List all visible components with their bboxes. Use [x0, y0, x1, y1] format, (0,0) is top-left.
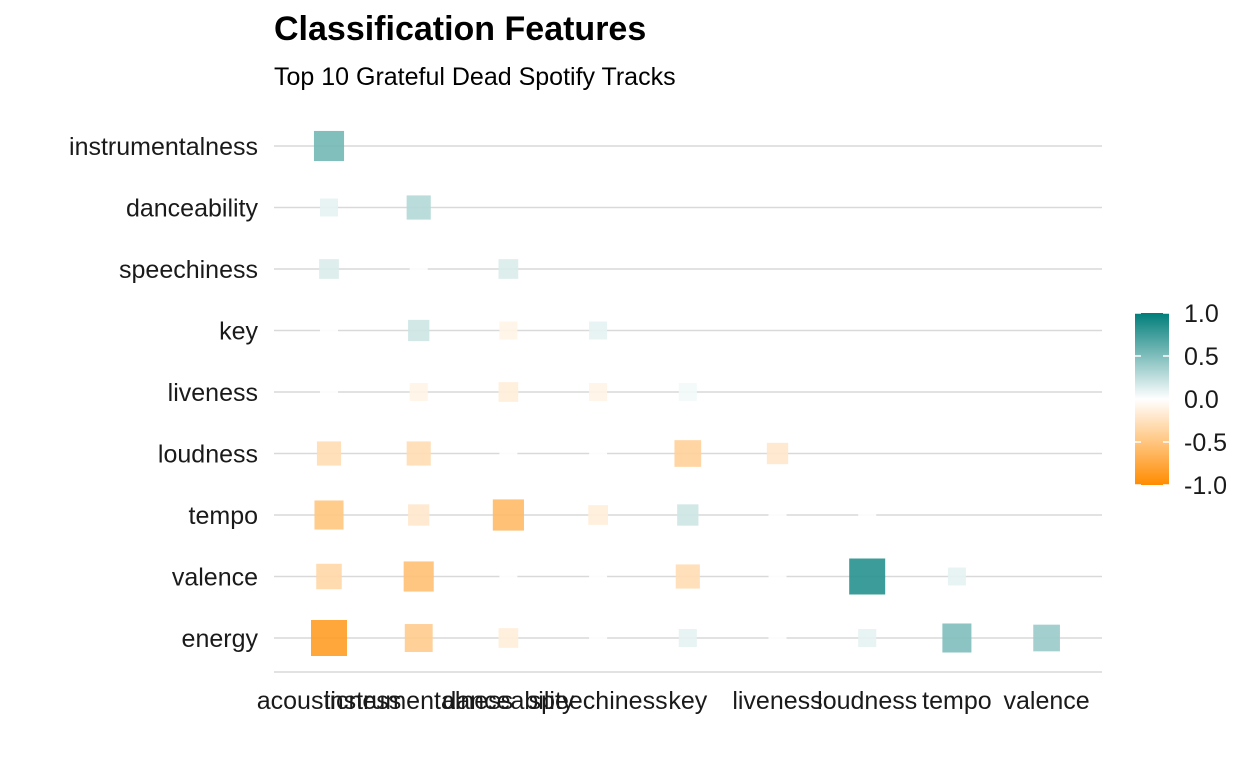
y-tick-label: valence	[172, 564, 258, 592]
y-axis-ticks: instrumentalness danceability speechiness k…	[69, 133, 258, 653]
heatmap-cell	[589, 444, 608, 463]
heatmap-cell	[677, 504, 699, 526]
heatmap-cell	[858, 506, 877, 524]
legend-label: 0.0	[1184, 386, 1219, 414]
legend-label: -0.5	[1184, 429, 1227, 457]
heatmap-cell	[499, 567, 518, 586]
x-tick-label: valence	[1004, 687, 1090, 715]
x-tick-label: key	[668, 687, 707, 715]
x-tick-label: tempo	[922, 687, 991, 715]
legend-label: 1.0	[1184, 300, 1219, 328]
heatmap-cell	[316, 441, 342, 466]
heatmap-cell	[498, 259, 519, 279]
x-tick-label: danceability	[442, 687, 575, 715]
heatmap-cell	[768, 567, 787, 586]
heatmap-cell	[678, 383, 697, 401]
heatmap-cell	[942, 623, 972, 653]
heatmap-cell	[409, 260, 428, 278]
heatmap-cell	[316, 563, 342, 590]
heatmap-cell	[768, 506, 787, 524]
y-tick-label: key	[219, 318, 258, 346]
heatmap-cell	[406, 195, 431, 220]
heatmap-cell	[319, 259, 339, 279]
y-tick-label: tempo	[189, 502, 258, 530]
heatmap-cell	[766, 442, 789, 465]
heatmap-cell	[674, 440, 702, 467]
heatmap-cell	[498, 382, 519, 402]
heatmap-cell	[589, 629, 608, 647]
y-tick-label: danceability	[126, 195, 259, 223]
heatmap-cell	[320, 198, 338, 217]
heatmap-cell	[408, 504, 430, 526]
heatmap-cell	[588, 505, 608, 525]
heatmap-cell	[849, 558, 886, 595]
x-tick-label: liveness	[732, 687, 822, 715]
chart-title: Classification Features	[274, 10, 647, 48]
y-tick-label: loudness	[158, 441, 258, 469]
x-axis-ticks: acousticnessinstrumentalnessdanceability…	[257, 687, 1090, 715]
heatmap-cell	[498, 628, 519, 648]
heatmap-cell	[406, 441, 431, 466]
heatmap-cell	[768, 629, 787, 647]
heatmap-cell	[1033, 624, 1060, 652]
heatmap-cell	[499, 321, 518, 340]
heatmap-cell	[408, 319, 430, 342]
heatmap-cell	[858, 629, 877, 647]
heatmap-cell	[311, 620, 347, 656]
x-tick-label: acousticness	[257, 687, 402, 715]
heatmap-cell	[320, 321, 338, 340]
heatmap-cell	[404, 624, 433, 652]
legend-label: 0.5	[1184, 343, 1219, 371]
heatmap-cell	[589, 567, 608, 586]
legend-label: -1.0	[1184, 472, 1227, 500]
heatmap-cell	[589, 321, 608, 340]
chart-subtitle: Top 10 Grateful Dead Spotify Tracks	[274, 63, 676, 91]
heatmap-cell	[314, 500, 344, 530]
grid-lines	[274, 145, 1102, 673]
y-tick-label: speechiness	[119, 256, 258, 284]
heatmap-cell	[313, 130, 345, 162]
heatmap-cell	[409, 383, 428, 401]
heatmap-cell	[320, 383, 338, 401]
heatmap-cell	[678, 629, 697, 647]
heatmap-cell	[499, 444, 518, 463]
y-tick-label: energy	[182, 625, 259, 653]
y-tick-label: liveness	[168, 379, 258, 407]
x-tick-label: speechiness	[529, 687, 668, 715]
color-legend: 1.0 0.5 0.0 -0.5 -1.0	[1135, 300, 1227, 500]
heatmap-cell	[947, 567, 966, 586]
heatmap-cell	[403, 561, 434, 592]
heatmap-cell	[589, 383, 608, 401]
x-tick-label: instrumentalness	[324, 687, 513, 715]
x-tick-label: loudness	[817, 687, 917, 715]
heatmap-cell	[675, 564, 700, 589]
heatmap-cells	[311, 130, 1060, 656]
y-tick-label: instrumentalness	[69, 133, 258, 161]
heatmap-cell	[492, 499, 524, 531]
